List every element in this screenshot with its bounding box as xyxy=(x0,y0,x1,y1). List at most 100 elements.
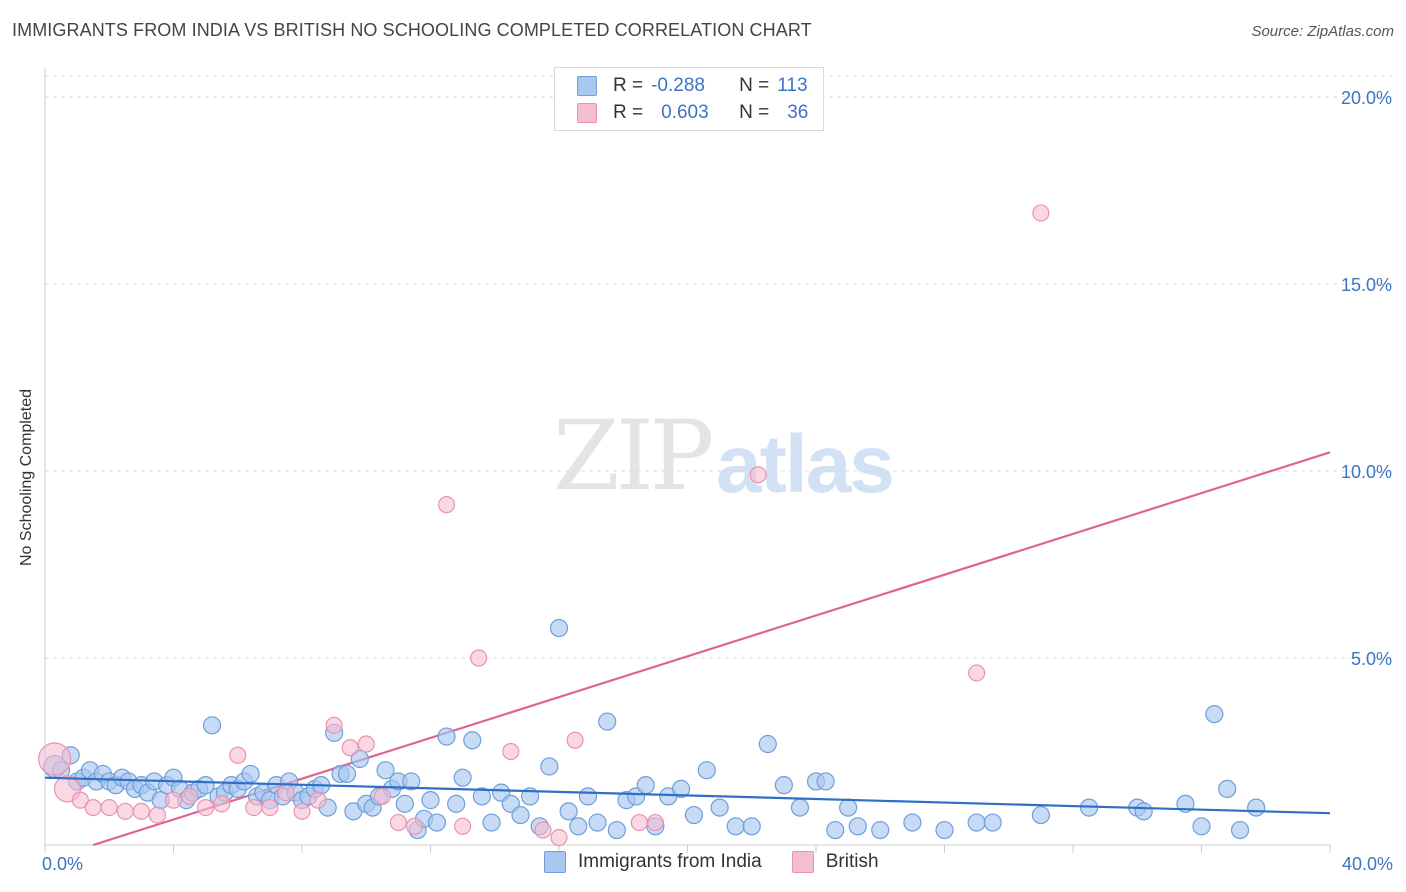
data-point-india xyxy=(337,764,357,784)
data-point-british xyxy=(550,828,568,847)
data-point-british xyxy=(38,742,72,776)
data-point-india xyxy=(202,716,222,735)
grid-lines xyxy=(45,75,1392,659)
data-point-british xyxy=(213,795,231,813)
legend-n-label: N = xyxy=(739,75,770,96)
data-point-india xyxy=(1192,817,1211,836)
y-axis-label: No Schooling Completed xyxy=(18,389,35,566)
data-point-india xyxy=(402,772,421,791)
data-point-british xyxy=(245,798,263,817)
data-point-british xyxy=(437,496,456,514)
data-point-india xyxy=(549,618,569,638)
data-point-india xyxy=(421,791,440,810)
legend-n-value: 113 xyxy=(777,75,808,96)
y-tick-label: 5.0% xyxy=(1351,649,1392,669)
data-point-india xyxy=(1218,779,1237,799)
data-point-british xyxy=(261,798,279,817)
legend-r-label: R = xyxy=(613,75,644,96)
data-point-india xyxy=(774,776,793,795)
bottom-legend-india-label: Immigrants from India xyxy=(578,851,762,872)
data-point-india xyxy=(871,820,890,840)
data-point-india xyxy=(816,772,835,791)
data-point-india xyxy=(726,817,745,836)
data-point-india xyxy=(463,731,482,750)
data-point-india xyxy=(710,798,729,817)
data-point-india xyxy=(607,820,626,840)
data-point-british xyxy=(566,731,584,749)
data-point-british xyxy=(405,817,424,835)
legend-n-label: N = xyxy=(739,102,770,123)
data-point-india xyxy=(1230,820,1250,840)
data-point-india xyxy=(511,805,530,825)
data-point-british xyxy=(357,735,375,753)
tick-labels: 5.0% 10.0% 15.0% 20.0% 0.0% 40.0% xyxy=(42,88,1393,874)
bottom-legend-india[interactable]: Immigrants from India xyxy=(544,851,762,873)
watermark-atlas: atlas xyxy=(716,419,895,510)
data-point-british xyxy=(534,821,552,839)
data-point-british xyxy=(148,806,167,824)
data-point-india xyxy=(684,805,704,825)
data-point-british xyxy=(277,784,295,802)
x-tick-label-right: 40.0% xyxy=(1342,854,1393,874)
data-point-india xyxy=(848,817,867,836)
data-point-british xyxy=(454,817,472,835)
legend-swatch-british xyxy=(577,103,597,123)
data-point-india xyxy=(588,813,607,832)
data-point-british xyxy=(293,802,311,820)
chart-title: IMMIGRANTS FROM INDIA VS BRITISH NO SCHO… xyxy=(12,20,812,40)
data-point-india xyxy=(758,734,777,754)
data-point-india xyxy=(395,794,414,813)
data-point-british xyxy=(180,787,199,805)
trend-line-india xyxy=(44,776,1331,815)
data-point-british xyxy=(968,664,986,682)
series-british xyxy=(38,204,1050,847)
data-point-india xyxy=(447,794,466,813)
stats-legend: R = -0.288 N = 113 R = 0.603 N = 36 xyxy=(554,67,824,131)
data-point-india xyxy=(437,727,456,746)
data-point-india xyxy=(790,798,810,817)
data-point-british xyxy=(116,802,134,820)
data-point-british xyxy=(229,746,247,764)
data-point-india xyxy=(559,802,578,821)
data-point-india xyxy=(1134,802,1153,821)
data-point-india xyxy=(569,817,588,836)
data-point-british xyxy=(309,791,327,809)
data-point-british xyxy=(325,716,343,734)
data-point-india xyxy=(453,768,472,787)
y-tick-label: 15.0% xyxy=(1341,275,1392,295)
data-point-india xyxy=(983,813,1002,832)
data-point-india xyxy=(598,712,617,731)
trend-line-british xyxy=(92,451,1331,847)
data-point-india xyxy=(839,798,858,817)
data-point-british xyxy=(1032,204,1050,222)
data-point-british xyxy=(630,813,648,832)
data-point-british xyxy=(749,466,767,484)
data-point-india xyxy=(427,813,447,832)
data-point-british xyxy=(84,798,102,817)
data-point-india xyxy=(482,813,501,832)
data-point-india xyxy=(636,776,655,795)
watermark-zip: ZIP xyxy=(553,400,714,512)
data-point-british xyxy=(470,649,488,667)
data-point-india xyxy=(241,764,260,784)
data-point-india xyxy=(826,820,845,840)
bottom-swatch-india xyxy=(544,851,566,873)
y-tick-label: 20.0% xyxy=(1341,88,1392,108)
data-point-british xyxy=(389,813,407,832)
data-point-british xyxy=(164,791,183,809)
data-point-india xyxy=(472,787,491,806)
source-label: Source: ZipAtlas.com xyxy=(1251,23,1394,40)
legend-r-label: R = xyxy=(613,102,644,123)
data-point-india xyxy=(350,749,369,769)
bottom-swatch-british xyxy=(791,851,814,873)
legend-r-value: -0.288 xyxy=(651,75,705,96)
bottom-legend: Immigrants from India British xyxy=(544,851,909,873)
data-point-india xyxy=(742,817,761,836)
y-tick-label: 10.0% xyxy=(1341,462,1392,482)
data-point-india xyxy=(376,761,395,780)
data-point-india xyxy=(1205,704,1224,724)
bottom-legend-british[interactable]: British xyxy=(791,851,879,873)
data-point-india xyxy=(1247,798,1266,817)
data-point-british xyxy=(373,787,391,805)
trend-line-british-path xyxy=(92,451,1331,847)
